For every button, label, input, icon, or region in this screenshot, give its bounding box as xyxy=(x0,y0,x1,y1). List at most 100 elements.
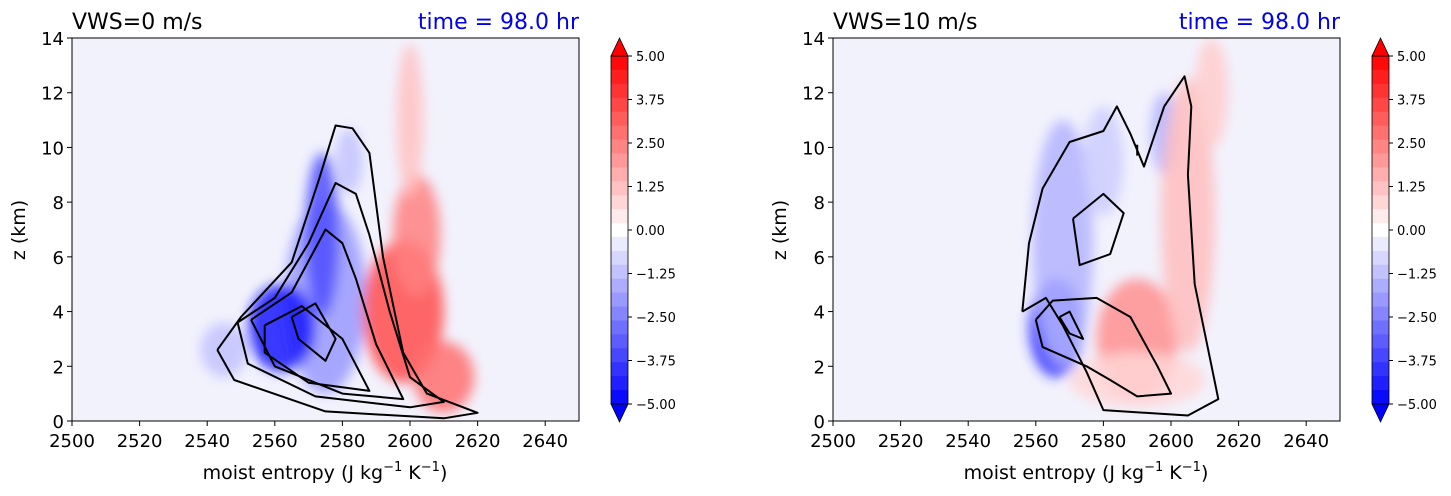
colorbar-segment xyxy=(1372,97,1389,113)
colorbar-tick-label: −3.75 xyxy=(1397,355,1437,370)
shading-blob xyxy=(200,322,248,378)
colorbar-segment xyxy=(1372,250,1389,266)
x-tick-label: 2560 xyxy=(252,431,298,452)
x-tick-label: 2580 xyxy=(319,431,365,452)
x-tick-label: 2500 xyxy=(810,431,856,452)
x-tick-label: 2620 xyxy=(455,431,501,452)
colorbar-segment xyxy=(611,223,628,238)
colorbar-extend-max xyxy=(1371,37,1390,57)
contour-layer xyxy=(216,124,479,420)
x-tick-label: 2580 xyxy=(1080,431,1126,452)
colorbar-tick-label: 5.00 xyxy=(636,50,665,65)
colorbar-segment xyxy=(1372,181,1389,196)
x-tick-label: 2620 xyxy=(1216,431,1262,452)
contour-line xyxy=(1072,192,1125,267)
colorbar-segment xyxy=(611,195,628,210)
y-tick-label: 0 xyxy=(53,412,64,433)
colorbar: 5.00 3.75 2.50 1.25 0.00 −1.25 −2.50 −3.75 −5.00 xyxy=(610,37,676,423)
colorbar-extend-min xyxy=(610,403,629,423)
colorbar-segment xyxy=(1372,83,1389,99)
colorbar-segment xyxy=(1372,292,1389,308)
plot-frame xyxy=(832,37,1341,422)
colorbar-segment xyxy=(1372,139,1389,155)
x-tick-label: 2520 xyxy=(878,431,924,452)
time-label: time = 98.0 hr xyxy=(418,10,580,35)
colorbar-tick-label: −3.75 xyxy=(636,355,676,370)
y-tick-label: 8 xyxy=(814,193,825,214)
colorbar-tick-label: −2.50 xyxy=(636,311,676,326)
shading-layer xyxy=(1029,38,1229,408)
colorbar-segment xyxy=(1372,306,1389,322)
colorbar-tick-label: −1.25 xyxy=(1397,268,1437,283)
colorbar-segment xyxy=(611,334,628,349)
colorbar-extend-min xyxy=(1371,403,1390,423)
colorbar-segment xyxy=(611,362,628,377)
y-tick-label: 12 xyxy=(802,84,825,105)
colorbar-segment xyxy=(611,236,628,252)
panel-title: VWS=10 m/s xyxy=(833,10,978,35)
colorbar-segment xyxy=(611,278,628,294)
colorbar-segment xyxy=(611,209,628,224)
colorbar-segment xyxy=(1372,334,1389,349)
colorbar-segment xyxy=(1372,167,1389,182)
y-axis-label: z (km) xyxy=(8,200,30,260)
colorbar-tick-label: 3.75 xyxy=(1397,94,1426,109)
colorbar-tick-label: 1.25 xyxy=(636,181,665,196)
colorbar-tick-label: −2.50 xyxy=(1397,311,1437,326)
colorbar-segment xyxy=(1372,236,1389,252)
colorbar-tick-label: 3.75 xyxy=(636,94,665,109)
colorbar: 5.00 3.75 2.50 1.25 0.00 −1.25 −2.50 −3.75 −5.00 xyxy=(1371,37,1437,423)
y-axis-ticks: 0 2 4 6 8 10 12 14 xyxy=(41,29,72,433)
y-tick-label: 8 xyxy=(53,193,64,214)
shading-blob xyxy=(1083,106,1124,216)
colorbar-segment xyxy=(1372,209,1389,224)
plot-frame xyxy=(71,37,580,422)
contour-layer xyxy=(1021,75,1220,417)
colorbar-segment xyxy=(1372,376,1389,391)
y-tick-label: 10 xyxy=(802,138,825,159)
x-tick-label: 2600 xyxy=(387,431,433,452)
colorbar-segment xyxy=(611,56,628,71)
colorbar-segment xyxy=(611,181,628,196)
colorbar-segment xyxy=(1372,125,1389,141)
y-tick-label: 12 xyxy=(41,84,64,105)
colorbar-segment xyxy=(1372,390,1389,405)
colorbar-tick-label: 5.00 xyxy=(1397,50,1426,65)
time-label: time = 98.0 hr xyxy=(1179,10,1341,35)
x-axis-label: moist entropy (J kg−1 K−1) xyxy=(203,460,448,484)
colorbar-segment xyxy=(611,376,628,391)
y-tick-label: 2 xyxy=(53,357,64,378)
colorbar-segment xyxy=(611,390,628,405)
x-axis-label: moist entropy (J kg−1 K−1) xyxy=(964,460,1209,484)
y-tick-label: 6 xyxy=(814,248,825,269)
colorbar-segment xyxy=(1372,111,1389,127)
colorbar-segment xyxy=(611,264,628,280)
colorbar-segment xyxy=(611,69,628,85)
y-axis-label: z (km) xyxy=(769,200,791,260)
colorbar-tick-label: −5.00 xyxy=(636,398,676,413)
colorbar-tick-label: 2.50 xyxy=(1397,137,1426,152)
shading-blob xyxy=(1160,79,1215,353)
shading-blob xyxy=(335,128,363,194)
colorbar-tick-label: 0.00 xyxy=(636,224,665,239)
colorbar-segment xyxy=(1372,278,1389,294)
colorbar-segment xyxy=(1372,153,1389,168)
right-panel: VWS=10 m/s time = 98.0 hr 2500 2520 2540 25… xyxy=(769,10,1437,484)
colorbar-extend-max xyxy=(610,37,629,57)
shading-blob xyxy=(1194,38,1229,148)
colorbar-segment xyxy=(611,83,628,99)
x-tick-label: 2540 xyxy=(184,431,230,452)
shading-blob xyxy=(396,43,424,197)
contour-line xyxy=(1058,310,1085,340)
colorbar-segment xyxy=(1372,195,1389,210)
colorbar-segment xyxy=(1372,223,1389,238)
x-axis-ticks: 2500 2520 2540 2560 2580 2600 2620 2640 xyxy=(49,421,568,452)
x-tick-label: 2540 xyxy=(945,431,991,452)
colorbar-segment xyxy=(611,167,628,182)
x-tick-label: 2560 xyxy=(1013,431,1059,452)
y-tick-label: 2 xyxy=(814,357,825,378)
y-tick-label: 4 xyxy=(814,303,825,324)
contour-line xyxy=(236,182,445,409)
colorbar-segment xyxy=(611,111,628,127)
